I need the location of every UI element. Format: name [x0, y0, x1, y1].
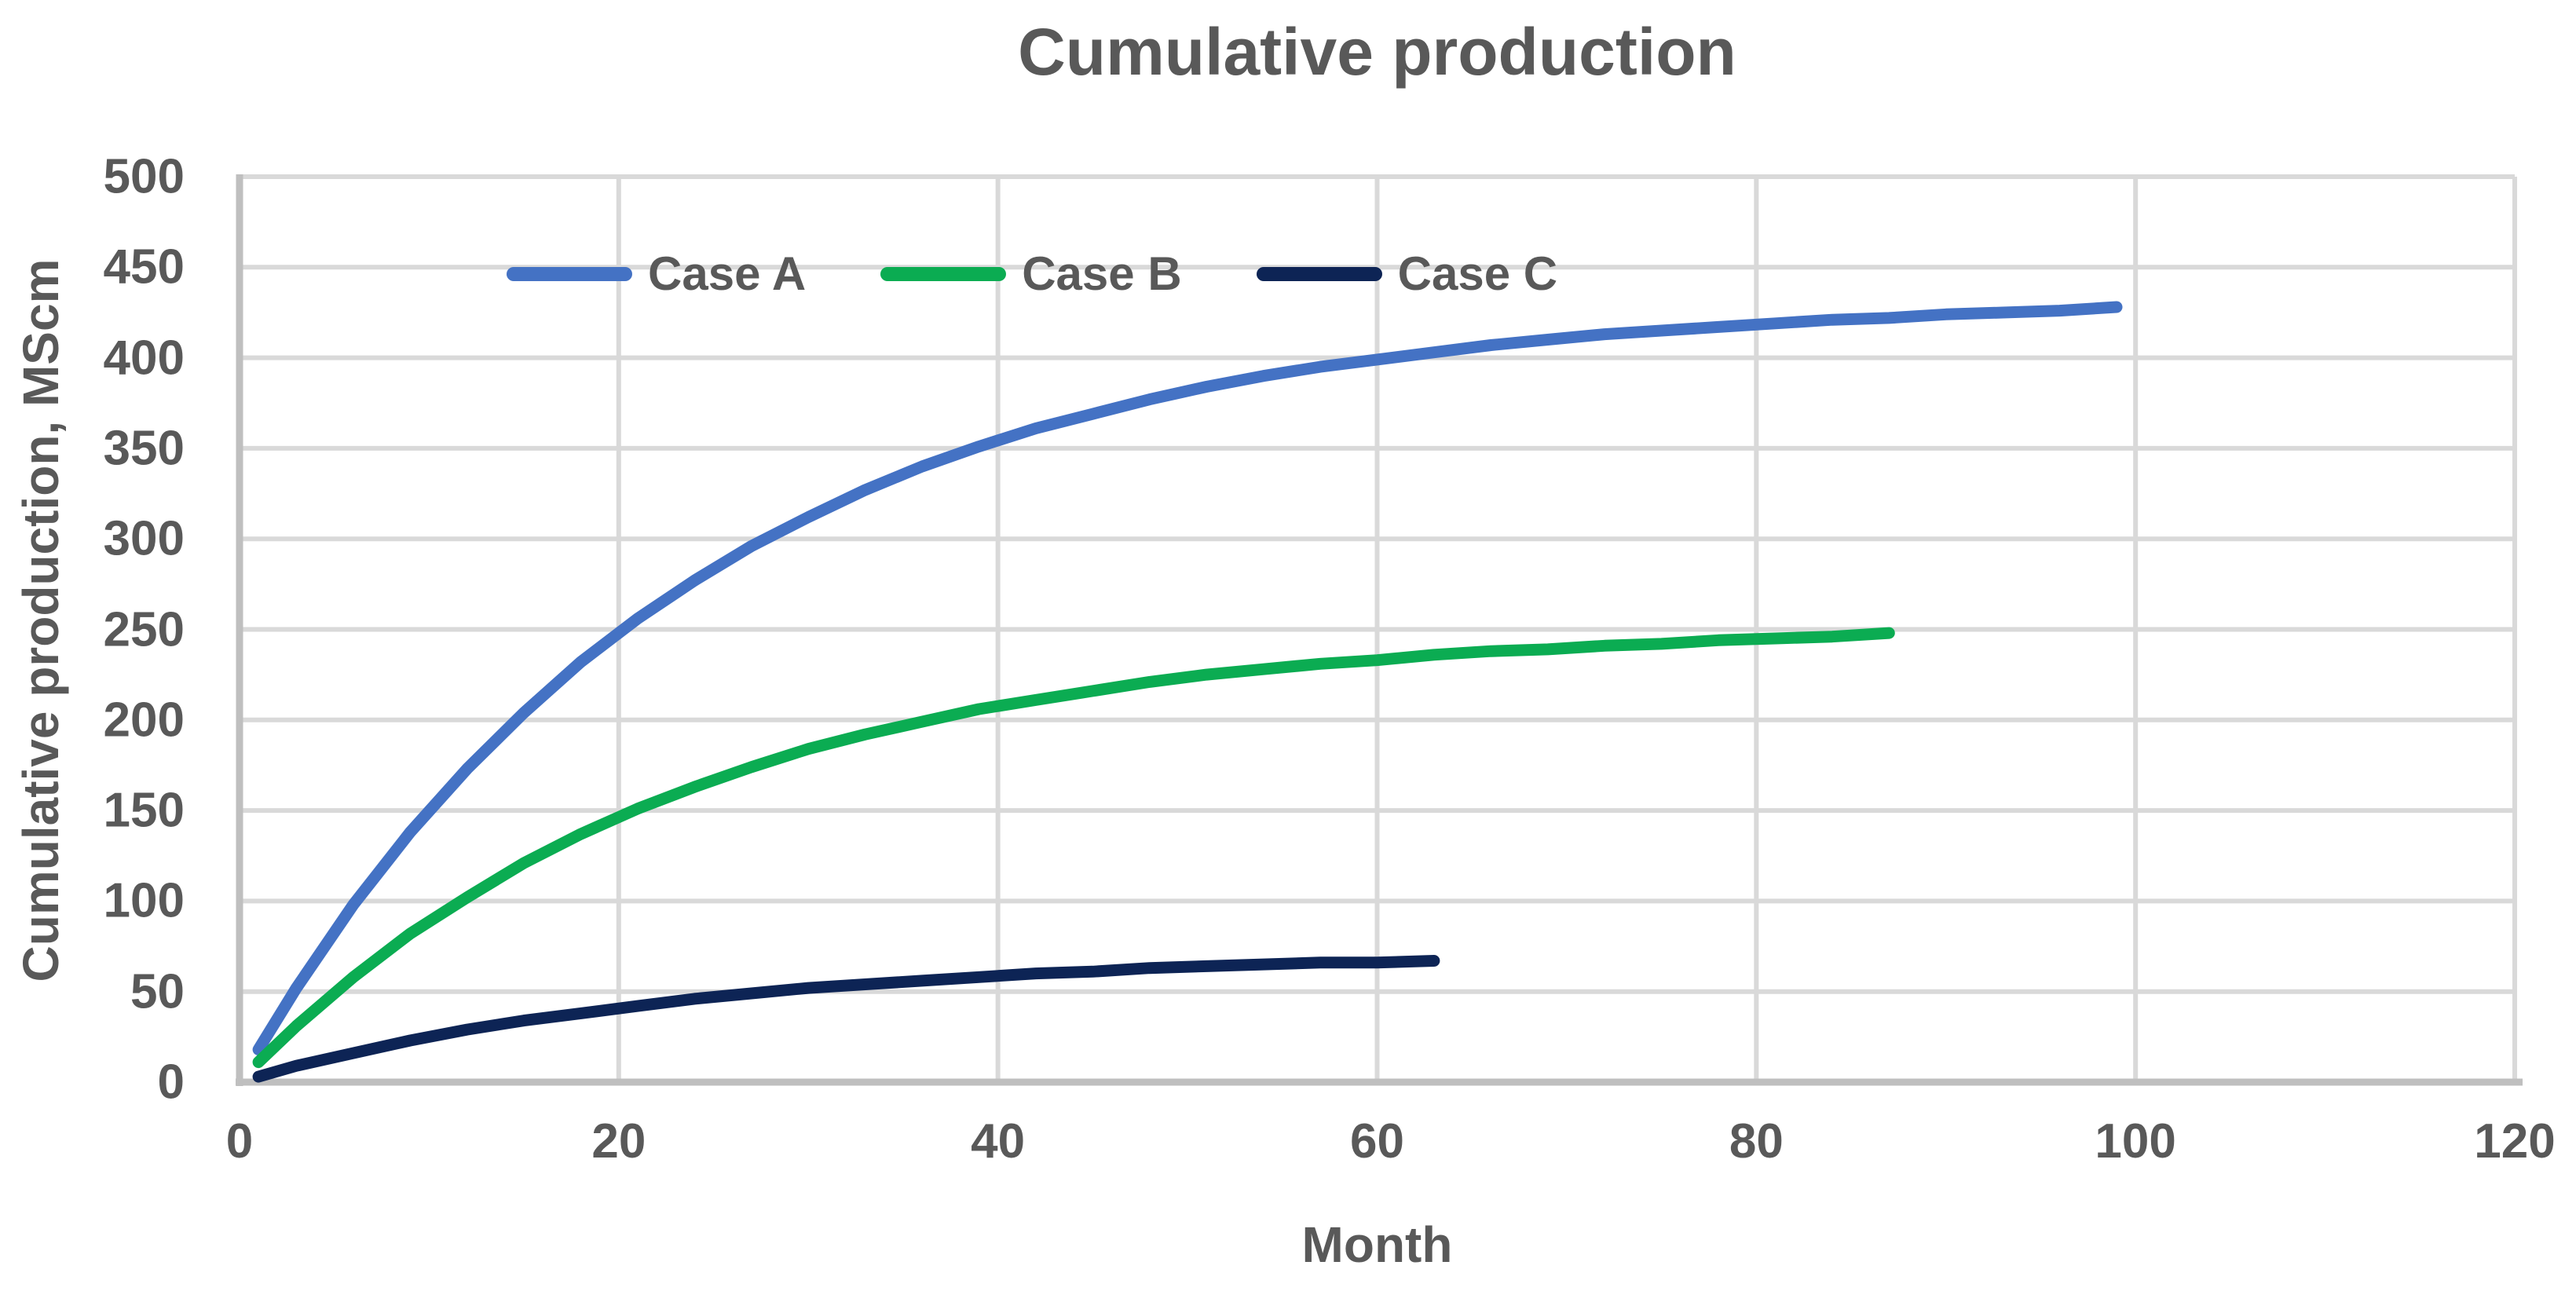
y-tick-label-200: 200	[103, 693, 185, 748]
legend-label: Case C	[1397, 247, 1558, 300]
series-line-case-a	[252, 301, 2123, 1055]
legend-item-case-b: Case B	[880, 247, 1182, 301]
x-tick-label-40: 40	[971, 1114, 1026, 1168]
legend: Case A Case B Case C	[507, 247, 1557, 301]
x-tick-label-100: 100	[2095, 1114, 2176, 1168]
y-tick-label-0: 0	[157, 1055, 185, 1110]
y-tick-label-300: 300	[103, 511, 185, 566]
legend-swatch-icon	[880, 266, 1007, 281]
y-tick-label-350: 350	[103, 421, 185, 476]
legend-item-case-c: Case C	[1256, 247, 1558, 301]
y-tick-label-500: 500	[103, 149, 185, 204]
x-axis-title: Month	[1301, 1216, 1453, 1273]
y-tick-label-250: 250	[103, 602, 185, 656]
x-tick-label-80: 80	[1729, 1114, 1784, 1168]
x-tick-label-60: 60	[1350, 1114, 1404, 1168]
chart-title: Cumulative production	[1018, 15, 1736, 89]
y-tick-label-50: 50	[130, 964, 185, 1019]
y-tick-label-100: 100	[103, 873, 185, 928]
legend-label: Case A	[648, 247, 807, 300]
series-line-case-c	[252, 955, 1440, 1083]
x-tick-label-20: 20	[591, 1114, 646, 1168]
legend-label: Case B	[1022, 247, 1182, 300]
x-tick-label-120: 120	[2474, 1114, 2556, 1168]
legend-swatch-icon	[1256, 266, 1382, 281]
legend-swatch-icon	[507, 266, 632, 281]
y-tick-label-450: 450	[103, 240, 185, 294]
series-line-case-b	[252, 627, 1895, 1069]
y-tick-label-400: 400	[103, 331, 185, 386]
legend-item-case-a: Case A	[507, 247, 806, 301]
x-tick-label-0: 0	[225, 1114, 254, 1168]
y-tick-label-150: 150	[103, 783, 185, 838]
